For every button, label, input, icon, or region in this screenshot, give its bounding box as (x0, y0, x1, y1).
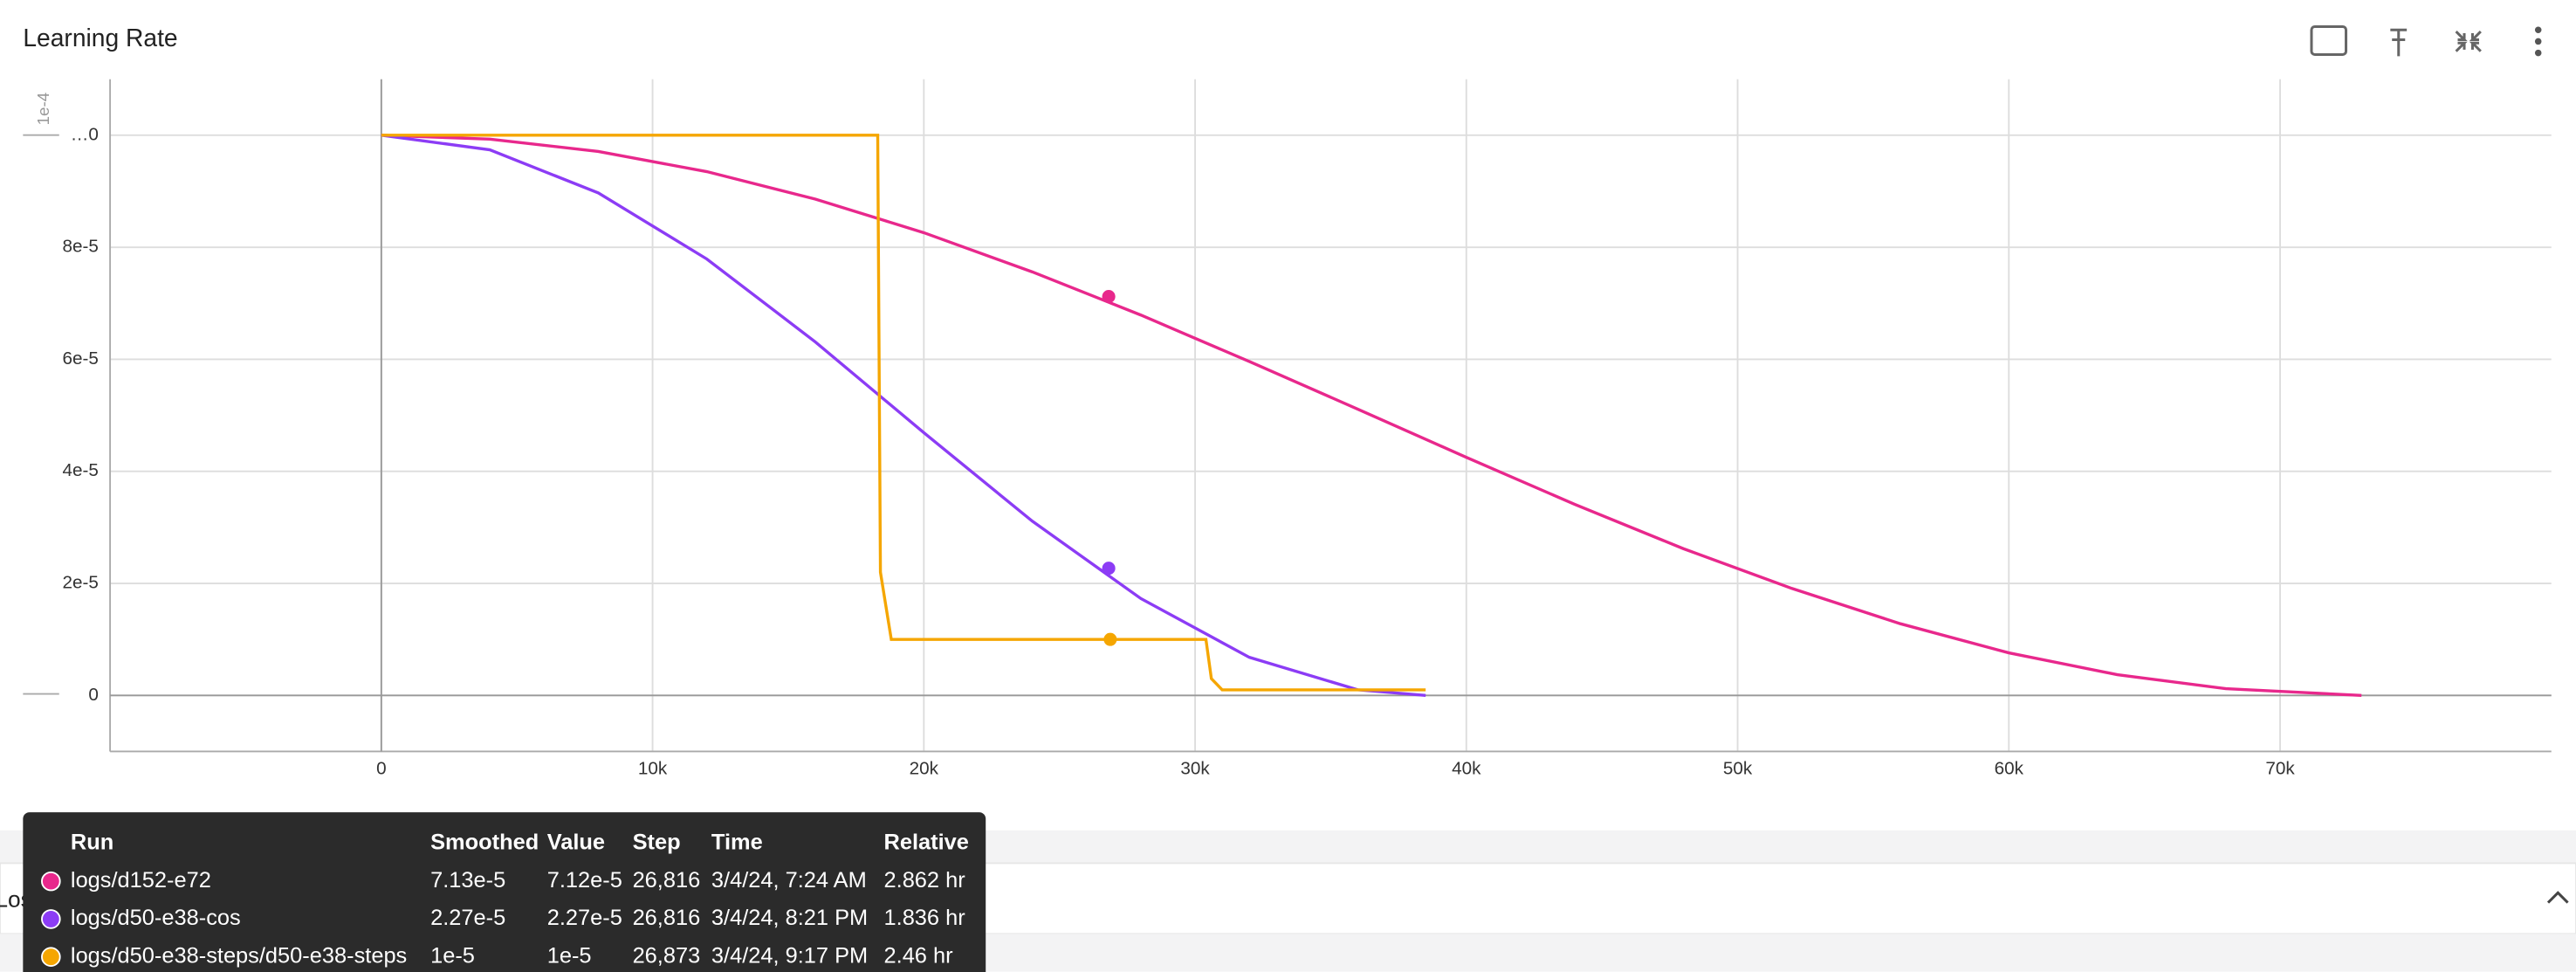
y-tick-label: …0 (71, 124, 99, 144)
legend-entry: logs/d50-e38-steps/d50-e38-steps (71, 943, 407, 968)
series-line (381, 134, 1426, 697)
tooltip-cell: 26,873 (633, 943, 701, 968)
y-tick-label: 4e-5 (63, 460, 99, 480)
toolbar (2310, 24, 2542, 57)
x-tick-label: 50k (1723, 759, 1753, 779)
tooltip-cell: 2.27e-5 (547, 906, 622, 930)
tooltip-header: Value (547, 831, 605, 855)
plot-frame (110, 79, 2552, 752)
tooltip-cell: 26,816 (633, 906, 701, 930)
hover-point (1102, 290, 1116, 304)
tooltip-header: Time (711, 831, 763, 855)
legend-swatch (41, 909, 61, 929)
x-tick-label: 40k (1452, 759, 1481, 779)
series-line (381, 134, 2362, 697)
tooltip-cell: 3/4/24, 7:24 AM (711, 868, 867, 893)
tooltip-header: Smoothed (430, 831, 539, 855)
series-line (381, 134, 1426, 692)
tooltip-cell: 2.862 hr (884, 868, 966, 893)
tooltip-header: Step (633, 831, 681, 855)
y-tick-label: 6e-5 (63, 348, 99, 369)
tooltip-cell: 7.13e-5 (430, 868, 505, 893)
legend-entry: logs/d152-e72 (71, 868, 211, 893)
pin-icon[interactable] (2390, 28, 2408, 57)
tooltip-cell: 1e-5 (430, 943, 475, 968)
x-tick-label: 20k (910, 759, 939, 779)
hover-point (1103, 632, 1117, 646)
plot: 0 2e-5 4e-5 6e-5 8e-5 …0 0 10k 20k 30k 40k 50k 60k 70… (63, 79, 2552, 779)
x-tick-label: 10k (638, 759, 668, 779)
tooltip-cell: 3/4/24, 8:21 PM (711, 906, 868, 930)
tooltip-header: Run (71, 831, 113, 855)
expand-icon[interactable] (2546, 891, 2569, 904)
hover-point (1102, 562, 1116, 576)
tooltip-cell: 1.836 hr (884, 906, 966, 930)
y-tick-label: 8e-5 (63, 237, 99, 257)
tooltip-cell: 26,816 (633, 868, 701, 893)
fit-icon[interactable] (2310, 24, 2348, 56)
card-title: Learning Rate (23, 24, 177, 52)
x-tick-label: 0 (376, 759, 387, 779)
tooltip-bg (23, 812, 986, 972)
tooltip-header: Relative (884, 831, 969, 855)
legend-entry: logs/d50-e38-cos (71, 906, 241, 930)
x-tick-label: 70k (2265, 759, 2295, 779)
y-axis-label: 1e-4 (34, 93, 52, 126)
y-tick-label: 0 (88, 685, 99, 705)
tooltip-cell: 3/4/24, 9:17 PM (711, 943, 868, 968)
collapse-icon[interactable] (2455, 31, 2482, 52)
x-tick-label: 60k (1995, 759, 2024, 779)
tooltip-cell: 7.12e-5 (547, 868, 622, 893)
tooltip: Run Smoothed Value Step Time Relative logs/d15… (23, 812, 986, 972)
x-tick-label: 30k (1180, 759, 1210, 779)
y-tick-label: 2e-5 (63, 572, 99, 592)
tooltip-cell: 2.27e-5 (430, 906, 505, 930)
menu-icon[interactable] (2534, 26, 2542, 57)
legend-swatch (41, 871, 61, 892)
tooltip-cell: 1e-5 (547, 943, 592, 968)
tooltip-cell: 2.46 hr (884, 943, 954, 968)
legend-swatch (41, 947, 61, 967)
